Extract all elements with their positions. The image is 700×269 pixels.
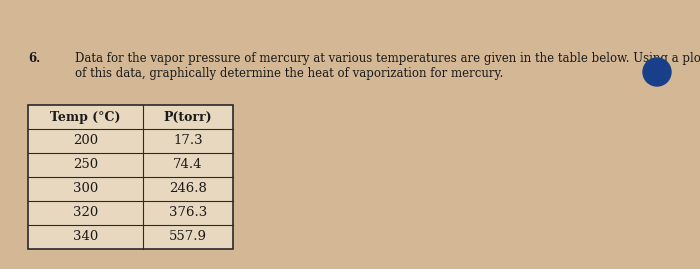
Text: Temp (°C): Temp (°C) bbox=[50, 111, 120, 123]
Text: 200: 200 bbox=[73, 134, 98, 147]
Bar bbox=[28, 105, 233, 249]
Text: of this data, graphically determine the heat of vaporization for mercury.: of this data, graphically determine the … bbox=[75, 67, 503, 80]
Text: 74.4: 74.4 bbox=[174, 158, 203, 172]
Circle shape bbox=[643, 58, 671, 86]
Text: 17.3: 17.3 bbox=[173, 134, 203, 147]
Text: 376.3: 376.3 bbox=[169, 207, 207, 220]
Text: Data for the vapor pressure of mercury at various temperatures are given in the : Data for the vapor pressure of mercury a… bbox=[75, 52, 700, 65]
Text: 246.8: 246.8 bbox=[169, 182, 207, 196]
Text: P(torr): P(torr) bbox=[164, 111, 212, 123]
Text: 6.: 6. bbox=[28, 52, 41, 65]
Text: 557.9: 557.9 bbox=[169, 231, 207, 243]
Text: 320: 320 bbox=[73, 207, 98, 220]
Text: 340: 340 bbox=[73, 231, 98, 243]
Text: 300: 300 bbox=[73, 182, 98, 196]
Text: 250: 250 bbox=[73, 158, 98, 172]
